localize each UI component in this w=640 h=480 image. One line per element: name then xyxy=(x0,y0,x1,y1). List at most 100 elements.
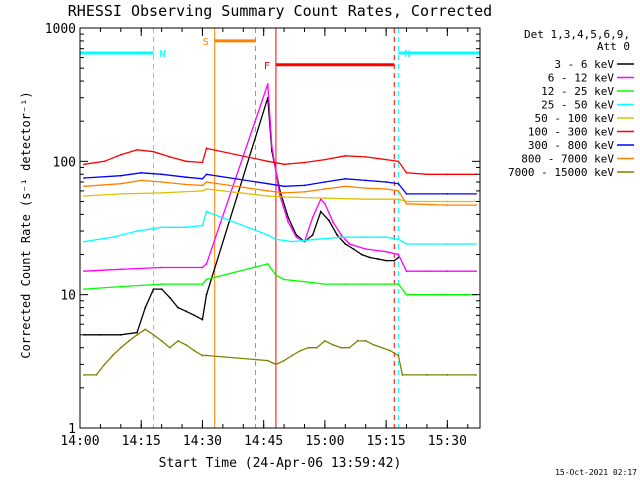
data-point xyxy=(405,293,408,296)
data-point xyxy=(83,163,85,166)
data-point xyxy=(128,340,130,342)
legend-label: 100 - 300 keV xyxy=(528,126,614,139)
chart-title: RHESSI Observing Summary Count Rates, Co… xyxy=(68,2,492,20)
data-point xyxy=(315,346,318,349)
data-point xyxy=(364,179,367,182)
data-point xyxy=(119,268,122,271)
data-point xyxy=(426,270,428,273)
data-point xyxy=(385,188,388,190)
data-point xyxy=(83,177,85,179)
data-point xyxy=(405,171,408,174)
data-point xyxy=(168,346,171,349)
data-point xyxy=(340,236,343,239)
data-point xyxy=(275,274,277,277)
data-point xyxy=(319,210,322,213)
data-point xyxy=(311,216,314,219)
data-point xyxy=(283,278,285,281)
data-point xyxy=(283,191,285,194)
data-point xyxy=(303,190,306,193)
annotation-saa-2: S xyxy=(203,28,257,428)
data-point xyxy=(372,344,375,346)
series-line xyxy=(84,179,476,206)
legend-header: Att 0 xyxy=(597,40,630,53)
data-point xyxy=(266,195,269,197)
legend-label: 300 - 800 keV xyxy=(528,139,614,152)
data-point xyxy=(185,160,188,163)
series-line xyxy=(84,147,476,175)
data-point xyxy=(323,202,326,205)
data-point xyxy=(205,173,208,176)
data-point xyxy=(283,185,285,188)
data-point xyxy=(397,160,400,163)
data-point xyxy=(95,374,98,376)
annotation-label: N xyxy=(404,49,410,60)
data-point xyxy=(266,182,269,185)
data-point xyxy=(160,266,163,269)
data-point xyxy=(83,185,85,188)
data-point xyxy=(446,192,449,195)
data-point xyxy=(201,190,204,192)
data-point xyxy=(397,283,400,286)
plot-frame xyxy=(79,27,481,429)
data-point xyxy=(160,191,163,194)
data-point xyxy=(83,374,85,376)
data-point xyxy=(287,216,290,219)
y-tick-label: 100 xyxy=(53,155,76,170)
data-point xyxy=(426,374,428,376)
data-point xyxy=(83,288,85,291)
data-point xyxy=(344,283,347,286)
data-point xyxy=(336,234,339,236)
data-point xyxy=(185,183,188,186)
data-point xyxy=(160,181,163,183)
data-point xyxy=(311,234,314,236)
data-point xyxy=(201,161,204,164)
series-line xyxy=(84,97,399,336)
data-point xyxy=(364,187,367,189)
data-point xyxy=(136,331,139,334)
data-point xyxy=(201,224,204,227)
data-point xyxy=(360,253,363,256)
data-point xyxy=(344,185,347,188)
data-point xyxy=(344,177,347,180)
x-tick-label: 15:00 xyxy=(305,434,344,449)
data-point xyxy=(405,202,408,205)
data-point xyxy=(160,340,163,342)
data-point xyxy=(205,354,208,357)
data-point xyxy=(385,236,388,239)
data-point xyxy=(323,188,326,190)
data-point xyxy=(389,349,392,352)
series-line xyxy=(84,172,476,195)
x-tick-label: 14:00 xyxy=(60,434,99,449)
data-point xyxy=(303,161,306,164)
data-point xyxy=(266,234,269,236)
data-point xyxy=(332,344,334,346)
legend-label: 7000 - 15000 keV xyxy=(508,166,614,179)
data-point xyxy=(344,154,347,157)
data-point xyxy=(397,354,400,357)
axes: 1 10 100 1000 14:00 14:15 14:30 14:45 15:00 15:15… xyxy=(45,22,481,449)
legend-header: Det 1,3,4,5,6,9, xyxy=(524,28,630,41)
data-point xyxy=(397,198,400,201)
data-point xyxy=(475,374,477,376)
data-point xyxy=(405,270,408,273)
data-point xyxy=(377,258,379,260)
legend-label: 50 - 100 keV xyxy=(535,112,615,125)
data-point xyxy=(275,238,277,241)
data-point xyxy=(446,204,449,206)
data-point xyxy=(266,190,269,192)
x-tick-label: 14:15 xyxy=(122,434,161,449)
data-point xyxy=(193,349,196,352)
data-point xyxy=(385,158,388,161)
data-point xyxy=(140,179,143,182)
annotation-flare-3: F xyxy=(264,28,395,428)
data-point xyxy=(205,278,208,281)
series-50-100keV xyxy=(83,188,477,203)
data-point xyxy=(160,173,163,176)
data-point xyxy=(136,333,139,336)
data-point xyxy=(160,283,163,286)
data-point xyxy=(446,200,449,203)
data-point xyxy=(103,363,106,366)
data-point xyxy=(270,145,273,148)
legend-label: 12 - 25 keV xyxy=(541,85,614,98)
